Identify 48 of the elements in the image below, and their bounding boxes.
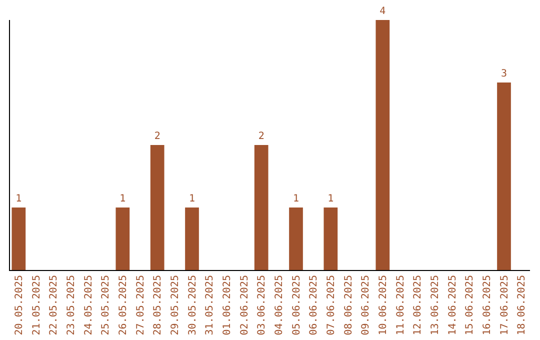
x-tick-label: 24.05.2025 [83, 275, 94, 336]
x-tick-label: 21.05.2025 [31, 275, 42, 336]
data-label: 1 [120, 194, 126, 204]
x-tick-label: 09.06.2025 [360, 275, 372, 336]
x-tick-label: 31.05.2025 [204, 275, 216, 336]
x-tick-label: 16.06.2025 [482, 275, 493, 336]
bar [289, 208, 303, 270]
bar [150, 145, 164, 270]
data-label: 1 [292, 194, 300, 204]
x-tick-label: 25.05.2025 [100, 275, 112, 336]
bar [185, 208, 199, 270]
x-tick-label: 23.05.2025 [66, 275, 77, 336]
x-tick-label: 01.06.2025 [222, 275, 233, 336]
bar [376, 20, 390, 270]
x-tick-label: 15.06.2025 [464, 275, 476, 336]
x-tick-label: 22.05.2025 [48, 275, 60, 336]
x-tick-label: 27.05.2025 [135, 275, 146, 336]
x-tick-label: 18.06.2025 [516, 275, 528, 336]
data-label: 2 [258, 131, 264, 142]
x-tick-label: 20.05.2025 [14, 275, 25, 336]
bar [116, 208, 130, 270]
x-tick-label: 08.06.2025 [343, 275, 354, 336]
x-tick-label: 06.06.2025 [308, 275, 320, 336]
x-tick-label: 28.05.2025 [152, 275, 164, 336]
data-label: 3 [500, 68, 508, 80]
bar [324, 208, 338, 270]
x-tick-label: 13.06.2025 [430, 275, 441, 336]
x-tick-label: 11.06.2025 [395, 275, 406, 336]
x-tick-label: 02.06.2025 [239, 275, 250, 336]
data-label: 4 [380, 6, 386, 17]
data-label: 1 [16, 194, 22, 204]
x-tick-label: 10.06.2025 [378, 275, 389, 336]
data-label: 1 [188, 194, 196, 204]
data-label: 1 [328, 194, 334, 204]
x-tick-label: 17.06.2025 [499, 275, 510, 336]
bar [254, 145, 268, 270]
x-tick-label: 05.06.2025 [291, 275, 302, 336]
x-tick-label: 07.06.2025 [326, 275, 337, 336]
bar [497, 82, 511, 270]
x-tick-label: 29.05.2025 [170, 275, 181, 336]
data-label: 2 [154, 131, 160, 142]
x-tick-label: 04.06.2025 [274, 275, 285, 336]
x-tick-label: 14.06.2025 [447, 275, 458, 336]
bar [12, 208, 26, 270]
x-tick-label: 26.05.2025 [118, 275, 129, 336]
x-tick-label: 03.06.2025 [256, 275, 268, 336]
x-tick-label: 12.06.2025 [412, 275, 424, 336]
x-tick-label: 30.05.2025 [187, 275, 198, 336]
